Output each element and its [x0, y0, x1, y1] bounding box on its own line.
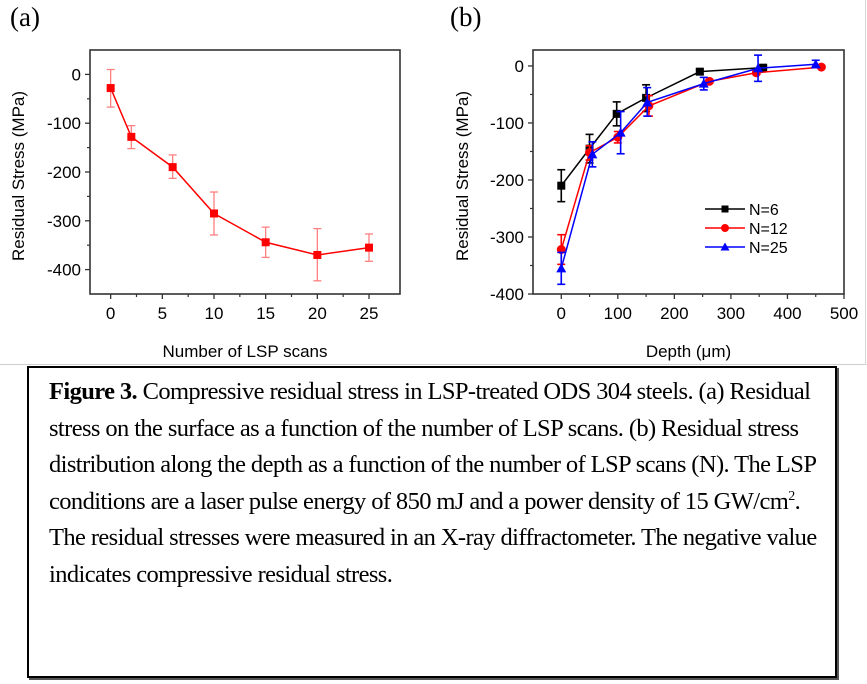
legend-marker	[721, 224, 729, 232]
data-point	[127, 132, 136, 141]
y-axis-label: Residual Stress (MPa)	[453, 91, 472, 261]
series-line	[109, 87, 370, 256]
x-tick-label: 0	[557, 304, 566, 323]
chart-a: 0 -100 -200 -300 -400 0 5 10 15 20 25 Number of LSP…	[9, 49, 401, 361]
x-axis-label: Depth (μm)	[646, 342, 731, 361]
data-point	[816, 62, 826, 72]
x-tick-label: 0	[106, 304, 115, 323]
data-point	[642, 97, 653, 107]
x-tick-label: 20	[308, 304, 327, 323]
y-tick-label: 0	[72, 65, 81, 84]
x-tick-label: 10	[205, 304, 224, 323]
y-tick-label: -200	[47, 163, 81, 182]
x-tick-label: 100	[604, 304, 632, 323]
y-axis-label: Residual Stress (MPa)	[9, 91, 28, 261]
series-n-25	[556, 54, 821, 286]
legend-label: N=25	[749, 240, 788, 257]
series-line	[560, 66, 764, 187]
data-point	[106, 84, 115, 93]
series-n-6	[557, 63, 768, 203]
data-point	[810, 59, 821, 69]
caption-text-end: . The residual stresses were measured in…	[49, 487, 817, 588]
data-point	[261, 238, 270, 247]
plot-frame	[89, 49, 401, 295]
x-tick-label: 500	[830, 304, 858, 323]
x-tick-label: 15	[256, 304, 275, 323]
legend-label: N=6	[749, 202, 779, 219]
figure-charts: 0 -100 -200 -300 -400 0 5 10 15 20 25 Number of LSP…	[9, 49, 858, 361]
y-tick-label: -300	[47, 212, 81, 231]
data-point	[313, 250, 322, 259]
y-tick-label: -100	[47, 114, 81, 133]
data-point	[695, 67, 704, 76]
separator-line-vertical	[865, 0, 866, 365]
x-tick-label: 200	[660, 304, 688, 323]
series-surface-residual-stress	[106, 68, 373, 282]
separator-line	[0, 364, 867, 365]
data-point	[557, 181, 566, 190]
panel-label-a: (a)	[10, 2, 40, 32]
x-tick-label: 400	[773, 304, 801, 323]
data-point	[556, 263, 567, 273]
data-point	[168, 163, 177, 172]
plot-frame	[532, 49, 845, 295]
x-tick-label: 25	[360, 304, 379, 323]
y-tick-label: -300	[490, 228, 524, 247]
y-tick-label: -400	[490, 285, 524, 304]
data-point	[210, 209, 218, 218]
y-tick-label: 0	[515, 57, 524, 76]
caption-label: Figure 3.	[49, 378, 138, 405]
x-tick-label: 300	[717, 304, 745, 323]
data-point	[612, 109, 621, 118]
panel-label-b: (b)	[450, 2, 482, 32]
legend: N=6 N=12 N=25	[705, 202, 788, 257]
caption-text: Compressive residual stress in LSP-treat…	[49, 378, 816, 515]
legend-marker	[720, 242, 730, 251]
figure-caption-box: Figure 3. Compressive residual stress in…	[27, 366, 837, 678]
y-tick-label: -400	[47, 261, 81, 280]
legend-marker	[721, 205, 729, 213]
data-point	[365, 243, 373, 252]
data-point	[753, 63, 764, 73]
figure-caption: Figure 3. Compressive residual stress in…	[49, 374, 823, 593]
x-tick-label: 5	[158, 304, 167, 323]
caption-superscript: 2	[788, 488, 795, 504]
chart-b: 0 -100 -200 -300 -400 0 100 200 300 400 500 Depth (…	[453, 49, 858, 361]
data-point	[642, 93, 651, 102]
y-tick-label: -200	[490, 171, 524, 190]
data-point	[615, 127, 626, 137]
data-point	[698, 78, 709, 88]
legend-label: N=12	[749, 221, 788, 238]
data-point	[587, 149, 598, 159]
y-tick-label: -100	[490, 114, 524, 133]
x-axis-label: Number of LSP scans	[162, 342, 327, 361]
